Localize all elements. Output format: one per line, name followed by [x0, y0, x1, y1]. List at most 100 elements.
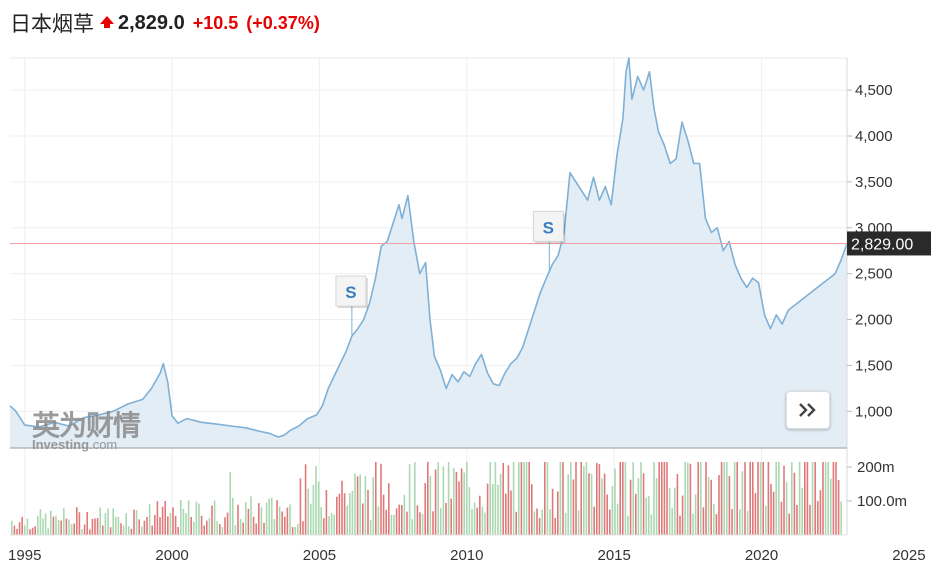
volume-bar: [104, 513, 107, 535]
volume-bar: [804, 462, 806, 535]
price-tick-label: 2,000: [855, 312, 893, 329]
price-tick-label: 1,500: [855, 357, 893, 374]
volume-bar: [390, 514, 393, 535]
volume-bars: [11, 462, 842, 535]
volume-bar: [837, 479, 840, 535]
volume-bar: [827, 462, 829, 535]
volume-bar: [120, 523, 122, 535]
volume-bar: [757, 462, 759, 535]
volume-bar: [278, 506, 281, 535]
volume-bar: [219, 524, 221, 535]
volume-bar: [57, 519, 60, 535]
volume-bar: [463, 472, 465, 535]
split-marker-label: S: [345, 283, 356, 302]
volume-bar: [445, 503, 447, 535]
volume-bar: [81, 529, 83, 535]
volume-bar: [211, 505, 213, 535]
volume-bar: [741, 471, 744, 535]
volume-bar: [320, 507, 322, 535]
volume-bar: [466, 462, 468, 535]
volume-bar: [598, 464, 601, 535]
volume-bar: [159, 517, 161, 535]
volume-bar: [442, 466, 445, 535]
volume-bar: [642, 473, 645, 535]
volume-bar: [47, 528, 49, 535]
volume-bar: [468, 487, 471, 535]
volume-bar: [720, 462, 723, 535]
volume-bar: [377, 506, 380, 535]
volume-bar: [37, 515, 39, 535]
volume-bar: [499, 473, 502, 535]
volume-bar: [34, 526, 36, 535]
volume-bar: [234, 525, 237, 535]
volume-bar: [785, 482, 788, 535]
volume-bar: [294, 527, 296, 535]
volume-bar: [798, 462, 801, 535]
volume-bar: [744, 462, 746, 535]
last-price: 2,829.0: [118, 11, 185, 34]
volume-bar: [182, 508, 185, 535]
volume-bar: [681, 495, 684, 535]
volume-bar: [450, 498, 452, 535]
volume-bar: [13, 525, 16, 535]
volume-bar: [65, 518, 68, 535]
volume-bar: [102, 525, 104, 535]
volume-bar: [406, 511, 408, 535]
volume-bar: [247, 508, 250, 535]
volume-bar: [564, 512, 567, 535]
volume-bar: [710, 479, 712, 535]
x-tick-label: 2015: [597, 547, 630, 564]
x-tick-label: 2025: [892, 547, 925, 564]
volume-bar: [78, 512, 81, 535]
volume-bar: [650, 514, 653, 535]
volume-bar: [671, 508, 673, 535]
volume-bar: [432, 511, 434, 535]
expand-chart-button[interactable]: [786, 391, 830, 429]
volume-bar: [31, 527, 34, 535]
volume-bar: [216, 521, 218, 535]
volume-bar: [726, 462, 728, 535]
volume-bar: [122, 525, 125, 535]
volume-bar: [476, 507, 478, 535]
volume-bar: [401, 505, 403, 535]
volume-bar: [559, 462, 562, 535]
volume-bar: [302, 521, 304, 535]
volume-bar: [291, 527, 294, 535]
volume-bar: [16, 528, 18, 535]
volume-bar: [596, 462, 598, 535]
volume-bar: [622, 462, 624, 535]
volume-bar: [570, 462, 572, 535]
volume-bar: [616, 503, 619, 535]
x-tick-label: 2010: [450, 547, 483, 564]
volume-bar: [112, 508, 114, 535]
volume-bar: [330, 512, 333, 535]
volume-bar: [606, 494, 608, 535]
current-price-tag: [847, 231, 931, 256]
volume-bar: [125, 513, 127, 535]
volume-bar: [572, 479, 575, 535]
volume-bar: [73, 523, 75, 535]
volume-bar: [512, 462, 515, 535]
volume-bar: [271, 497, 273, 535]
volume-bar: [107, 508, 109, 535]
volume-bar: [351, 490, 354, 535]
volume-bar: [533, 511, 536, 535]
volume-bar: [195, 501, 198, 535]
volume-bar: [336, 496, 338, 535]
volume-bar: [237, 504, 239, 535]
volume-bar: [299, 478, 302, 535]
volume-bar: [143, 520, 146, 535]
chart-axes: 1995 2000 2005 2010 2015 2020 2025 1,000 1,500 2,…: [8, 58, 926, 564]
current-price-label: 2,829.00: [851, 236, 913, 253]
volume-bar: [778, 462, 780, 535]
price-area-fill: [10, 58, 847, 448]
volume-bar: [619, 462, 621, 535]
volume-bar: [229, 472, 231, 535]
price-tick-label: 4,000: [855, 128, 893, 145]
volume-bar: [700, 462, 702, 535]
volume-bar: [424, 483, 426, 535]
volume-bar: [24, 525, 26, 535]
volume-bar: [752, 462, 754, 535]
volume-bar: [546, 462, 549, 535]
